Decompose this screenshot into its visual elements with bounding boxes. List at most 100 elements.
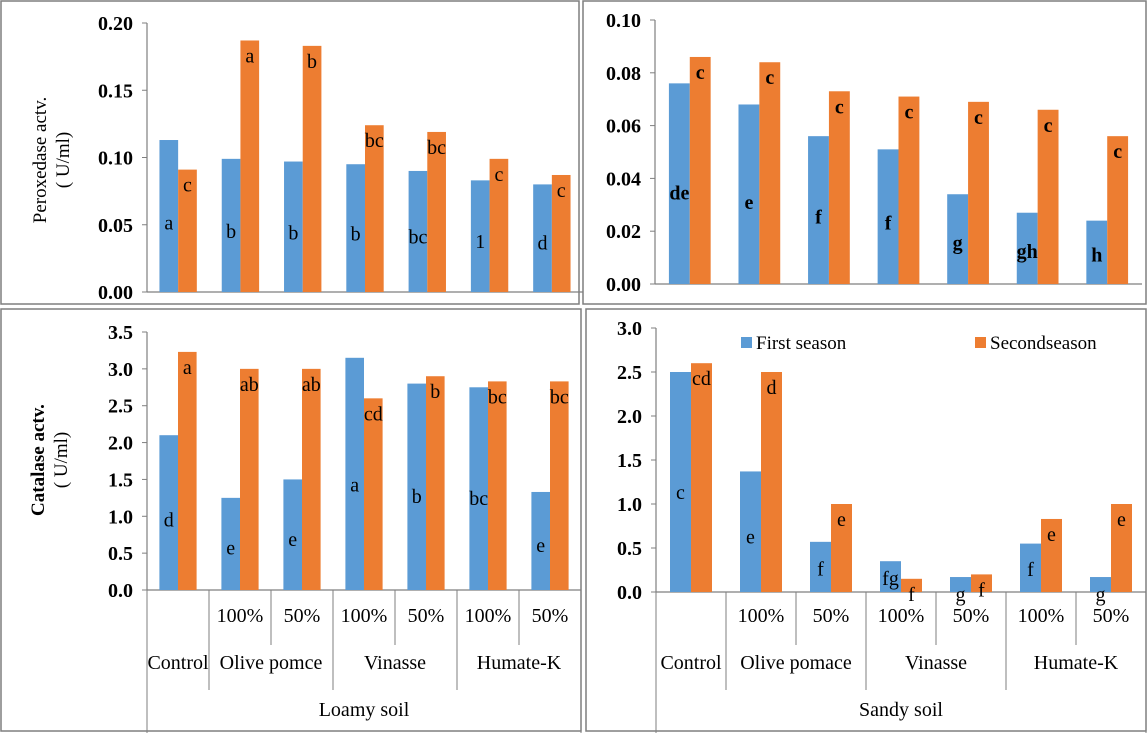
legend-label-first-season: First season [756, 333, 847, 354]
sandy-catalase-letter-second-5: e [1047, 524, 1056, 546]
sandy-peroxidase-ytick-label: 0.10 [606, 10, 641, 32]
loamy-dose-label-1: 100% [217, 605, 264, 627]
sandy-peroxidase-letter-second-1: c [765, 67, 774, 89]
sandy-peroxidase-bar-first-0 [668, 83, 690, 284]
sandy-peroxidase-bar-second-5 [1037, 109, 1059, 284]
legend: First season Secondseason [741, 333, 1097, 354]
loamy-catalase-ytick-label: 2.5 [108, 396, 133, 418]
sandy-dose-label-2: 50% [813, 605, 850, 627]
loamy-peroxidase-letter-second-5: c [494, 164, 503, 186]
sandy-catalase-bar-first-6 [1090, 577, 1111, 592]
sandy-catalase-bar-second-1 [761, 372, 782, 592]
sandy-catalase-letter-second-6: e [1117, 509, 1126, 531]
loamy-peroxidase-letter-second-1: a [245, 45, 254, 67]
loamy-treatment-label-3: Humate-K [477, 652, 562, 674]
sandy-peroxidase-bar-first-3 [877, 149, 899, 284]
loamy-peroxidase-bar-first-5 [470, 180, 490, 292]
loamy-peroxidase-bar-second-0 [178, 169, 197, 292]
catalase-ylabel-line2: ( U/ml) [51, 432, 72, 488]
sandy-catalase-bar-first-5 [1020, 543, 1041, 592]
sandy-catalase-bar-second-2 [831, 504, 852, 592]
sandy-catalase-letter-first-2: f [817, 558, 824, 580]
panel-frame-top-left [0, 0, 580, 305]
sandy-peroxidase-ytick-label: 0.06 [606, 116, 641, 138]
loamy-peroxidase-letter-first-4: bc [408, 227, 427, 249]
loamy-catalase-letter-first-1: e [226, 538, 235, 560]
sandy-catalase-bar-second-0 [691, 363, 712, 592]
loamy-peroxidase-ytick-label: 0.00 [98, 282, 133, 304]
loamy-catalase-ytick-label: 0.5 [108, 543, 133, 565]
loamy-catalase-letter-second-3: cd [364, 403, 383, 425]
loamy-catalase-letter-second-5: bc [488, 386, 507, 408]
sandy-catalase-bar-second-6 [1111, 504, 1132, 592]
sandy-catalase-letter-second-0: cd [692, 368, 711, 390]
loamy-catalase-bar-first-4 [407, 383, 426, 590]
sandy-catalase-ytick-label: 0.5 [617, 538, 642, 560]
loamy-peroxidase-bar-first-0 [159, 140, 179, 292]
loamy-peroxidase-bar-second-1 [240, 40, 260, 292]
sandy-peroxidase-letter-second-5: c [1044, 115, 1053, 137]
loamy-catalase-bar-second-3 [364, 398, 383, 590]
loamy-peroxidase-letter-second-3: bc [365, 130, 384, 152]
sandy-dose-label-6: 50% [1093, 605, 1130, 627]
chart-sandy-peroxidase: 0.00 0.02 0.04 0.06 0.08 0.10 de c e c f c f c g c gh c h c [606, 10, 1142, 296]
loamy-peroxidase-ytick-label: 0.15 [98, 80, 133, 102]
loamy-catalase-ytick-label: 1.5 [108, 469, 133, 491]
loamy-peroxidase-bar-first-6 [533, 184, 552, 292]
sandy-catalase-bar-first-2 [810, 541, 831, 592]
loamy-peroxidase-bar-second-2 [302, 45, 322, 292]
sandy-catalase-letter-second-3: f [908, 584, 915, 606]
sandy-treatment-label-2: Vinasse [905, 652, 967, 674]
sandy-catalase-letter-first-3: fg [882, 568, 899, 590]
loamy-peroxidase-letter-first-5: 1 [475, 231, 485, 253]
sandy-catalase-letter-first-6: g [1096, 584, 1106, 606]
panel-frame-bottom-right [585, 308, 1147, 732]
sandy-peroxidase-bar-second-2 [828, 91, 850, 284]
sandy-catalase-ytick-label: 2.5 [617, 362, 642, 384]
sandy-peroxidase-bar-first-4 [947, 194, 969, 284]
sandy-peroxidase-letter-first-3: f [885, 212, 892, 234]
loamy-peroxidase-bar-second-3 [365, 125, 384, 292]
sandy-catalase-letter-second-1: d [767, 377, 777, 399]
loamy-catalase-bar-first-5 [469, 387, 488, 590]
sandy-peroxidase-bar-second-6 [1107, 136, 1129, 284]
sandy-dose-label-1: 100% [738, 605, 785, 627]
sandy-catalase-ytick-label: 1.0 [617, 494, 642, 516]
loamy-soil-label: Loamy soil [319, 699, 410, 721]
sandy-catalase-bar-second-5 [1041, 518, 1062, 592]
sandy-peroxidase-bar-second-1 [759, 62, 781, 284]
loamy-peroxidase-letter-second-2: b [307, 51, 317, 73]
sandy-peroxidase-bar-first-1 [738, 104, 760, 284]
loamy-catalase-bar-first-1 [221, 497, 240, 590]
loamy-peroxidase-bar-first-3 [346, 164, 365, 292]
peroxidase-ylabel-line2: ( U/ml) [53, 132, 74, 188]
loamy-catalase-letter-first-6: e [536, 535, 545, 557]
loamy-catalase-bar-first-0 [159, 435, 178, 590]
sandy-peroxidase-bar-first-6 [1086, 220, 1108, 284]
sandy-peroxidase-letter-second-4: c [974, 107, 983, 129]
loamy-catalase-letter-first-2: e [288, 529, 297, 551]
sandy-peroxidase-ytick-label: 0.00 [606, 274, 641, 296]
sandy-dose-label-4: 50% [953, 605, 990, 627]
sandy-peroxidase-ytick-label: 0.08 [606, 63, 641, 85]
loamy-peroxidase-letter-first-2: b [288, 222, 298, 244]
sandy-peroxidase-bar-second-3 [898, 96, 920, 284]
loamy-catalase-bar-second-5 [488, 381, 507, 590]
peroxidase-ylabel-line1: Peroxedase actv. [30, 97, 51, 223]
loamy-catalase-ytick-label: 0.0 [108, 580, 133, 602]
loamy-catalase-letter-first-0: d [164, 509, 174, 531]
loamy-peroxidase-letter-first-3: b [351, 224, 361, 246]
sandy-dose-label-3: 100% [878, 605, 925, 627]
loamy-catalase-bar-first-6 [531, 491, 550, 590]
panel-frame-top-right [582, 0, 1147, 305]
loamy-peroxidase-bar-first-1 [221, 158, 241, 292]
sandy-peroxidase-letter-second-0: c [696, 62, 705, 84]
category-table-sandy: 100% 50% 100% 50% 100% 50% Control Olive pomace… [655, 592, 1147, 733]
category-table-loamy: 100% 50% 100% 50% 100% 50% Control Olive pomce V… [146, 590, 582, 733]
sandy-peroxidase-letter-first-5: gh [1017, 241, 1038, 263]
loamy-treatment-label-2: Vinasse [364, 652, 426, 674]
loamy-catalase-ytick-label: 1.0 [108, 506, 133, 528]
loamy-catalase-ytick-label: 2.0 [108, 433, 133, 455]
loamy-peroxidase-ytick-label: 0.05 [98, 215, 133, 237]
sandy-catalase-bar-first-1 [740, 471, 761, 592]
